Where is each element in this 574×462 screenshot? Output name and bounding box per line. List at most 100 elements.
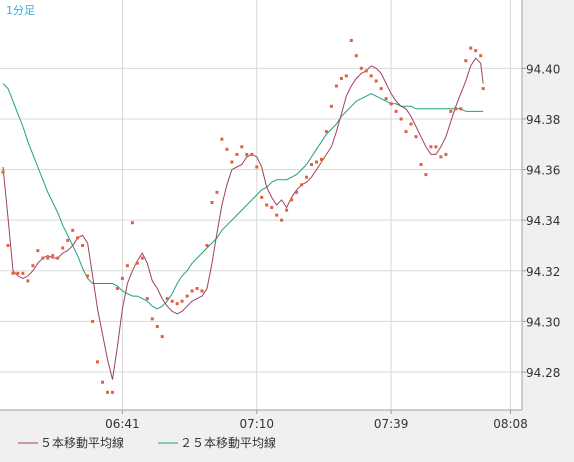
- price-point: [155, 325, 159, 328]
- price-point: [329, 104, 333, 108]
- price-point: [454, 107, 458, 111]
- price-point: [315, 160, 318, 164]
- price-point: [66, 238, 70, 242]
- price-point: [180, 299, 184, 303]
- price-point: [120, 276, 124, 280]
- price-point: [354, 54, 358, 58]
- price-dots-series: [1, 39, 485, 394]
- price-point: [215, 190, 219, 194]
- price-point: [205, 244, 209, 247]
- price-point: [250, 152, 254, 156]
- price-point: [240, 145, 244, 149]
- ma5-line: [2, 57, 484, 380]
- price-point: [235, 152, 239, 156]
- ma25-legend-label: ２５本移動平均線: [180, 435, 276, 450]
- price-point: [459, 107, 463, 111]
- price-point: [86, 274, 90, 278]
- y-tick-label: 94.34: [526, 214, 560, 228]
- y-tick-label: 94.38: [526, 113, 560, 127]
- price-point: [11, 271, 15, 275]
- price-point: [91, 319, 95, 323]
- price-point: [96, 360, 99, 364]
- price-point: [339, 77, 343, 80]
- price-point: [305, 175, 308, 179]
- price-point: [359, 66, 363, 70]
- price-point: [389, 102, 393, 106]
- price-point: [255, 165, 259, 169]
- price-point: [160, 335, 164, 339]
- legend: ５本移動平均線 ２５本移動平均線: [18, 435, 276, 450]
- price-point: [424, 173, 428, 177]
- price-point: [374, 79, 378, 83]
- price-point: [210, 201, 214, 204]
- price-point: [140, 256, 144, 260]
- price-point: [101, 380, 104, 384]
- price-point: [280, 218, 284, 222]
- price-point: [106, 390, 109, 394]
- price-point: [334, 84, 338, 88]
- price-point: [384, 97, 388, 101]
- y-tick-label: 94.30: [526, 315, 560, 329]
- price-point: [449, 109, 453, 113]
- price-point: [399, 117, 403, 121]
- y-tick-label: 94.40: [526, 62, 560, 76]
- price-point: [394, 109, 398, 113]
- x-tick-label: 07:39: [374, 417, 409, 431]
- price-point: [125, 264, 129, 268]
- price-point: [275, 213, 279, 217]
- y-axis: 94.28 94.30 94.32 94.34 94.36 94.38 94.40: [522, 62, 560, 380]
- price-point: [115, 287, 119, 290]
- price-point: [481, 87, 485, 91]
- price-point: [150, 317, 154, 321]
- price-point: [290, 198, 294, 202]
- price-point: [474, 49, 478, 53]
- ma5-series: [2, 57, 484, 380]
- price-point: [364, 69, 368, 73]
- timeframe-label: 1分足: [6, 4, 35, 17]
- price-point: [265, 203, 269, 207]
- price-point: [16, 271, 20, 275]
- price-point: [185, 294, 189, 298]
- price-point: [26, 279, 30, 283]
- price-point: [439, 155, 443, 159]
- price-point: [429, 145, 433, 149]
- price-point: [21, 271, 25, 275]
- price-point: [285, 208, 289, 212]
- price-point: [190, 289, 194, 293]
- ma25-series: [2, 83, 484, 310]
- ma25-line: [2, 83, 484, 310]
- price-point: [320, 157, 323, 161]
- price-point: [230, 160, 234, 164]
- price-point: [419, 163, 423, 166]
- price-point: [260, 195, 264, 199]
- price-point: [51, 254, 55, 258]
- price-point: [46, 256, 50, 260]
- price-point: [41, 256, 45, 260]
- x-tick-label: 07:10: [239, 417, 274, 431]
- price-point: [81, 244, 85, 247]
- y-tick-label: 94.28: [526, 366, 560, 380]
- price-point: [170, 299, 174, 303]
- price-point: [300, 183, 304, 187]
- price-point: [56, 256, 60, 260]
- price-point: [1, 170, 5, 174]
- price-point: [295, 190, 299, 194]
- price-point: [245, 152, 249, 156]
- price-point: [444, 152, 448, 156]
- price-point: [324, 130, 328, 134]
- price-point: [165, 297, 169, 301]
- price-point: [195, 287, 199, 290]
- price-point: [76, 236, 80, 240]
- y-tick-label: 94.32: [526, 265, 560, 279]
- price-point: [379, 87, 383, 91]
- x-tick-label: 08:08: [493, 417, 528, 431]
- price-point: [130, 221, 134, 225]
- x-tick-label: 06:41: [105, 417, 140, 431]
- price-point: [145, 297, 149, 301]
- price-point: [369, 74, 373, 78]
- price-point: [71, 228, 75, 232]
- price-point: [344, 74, 348, 78]
- price-point: [111, 390, 114, 394]
